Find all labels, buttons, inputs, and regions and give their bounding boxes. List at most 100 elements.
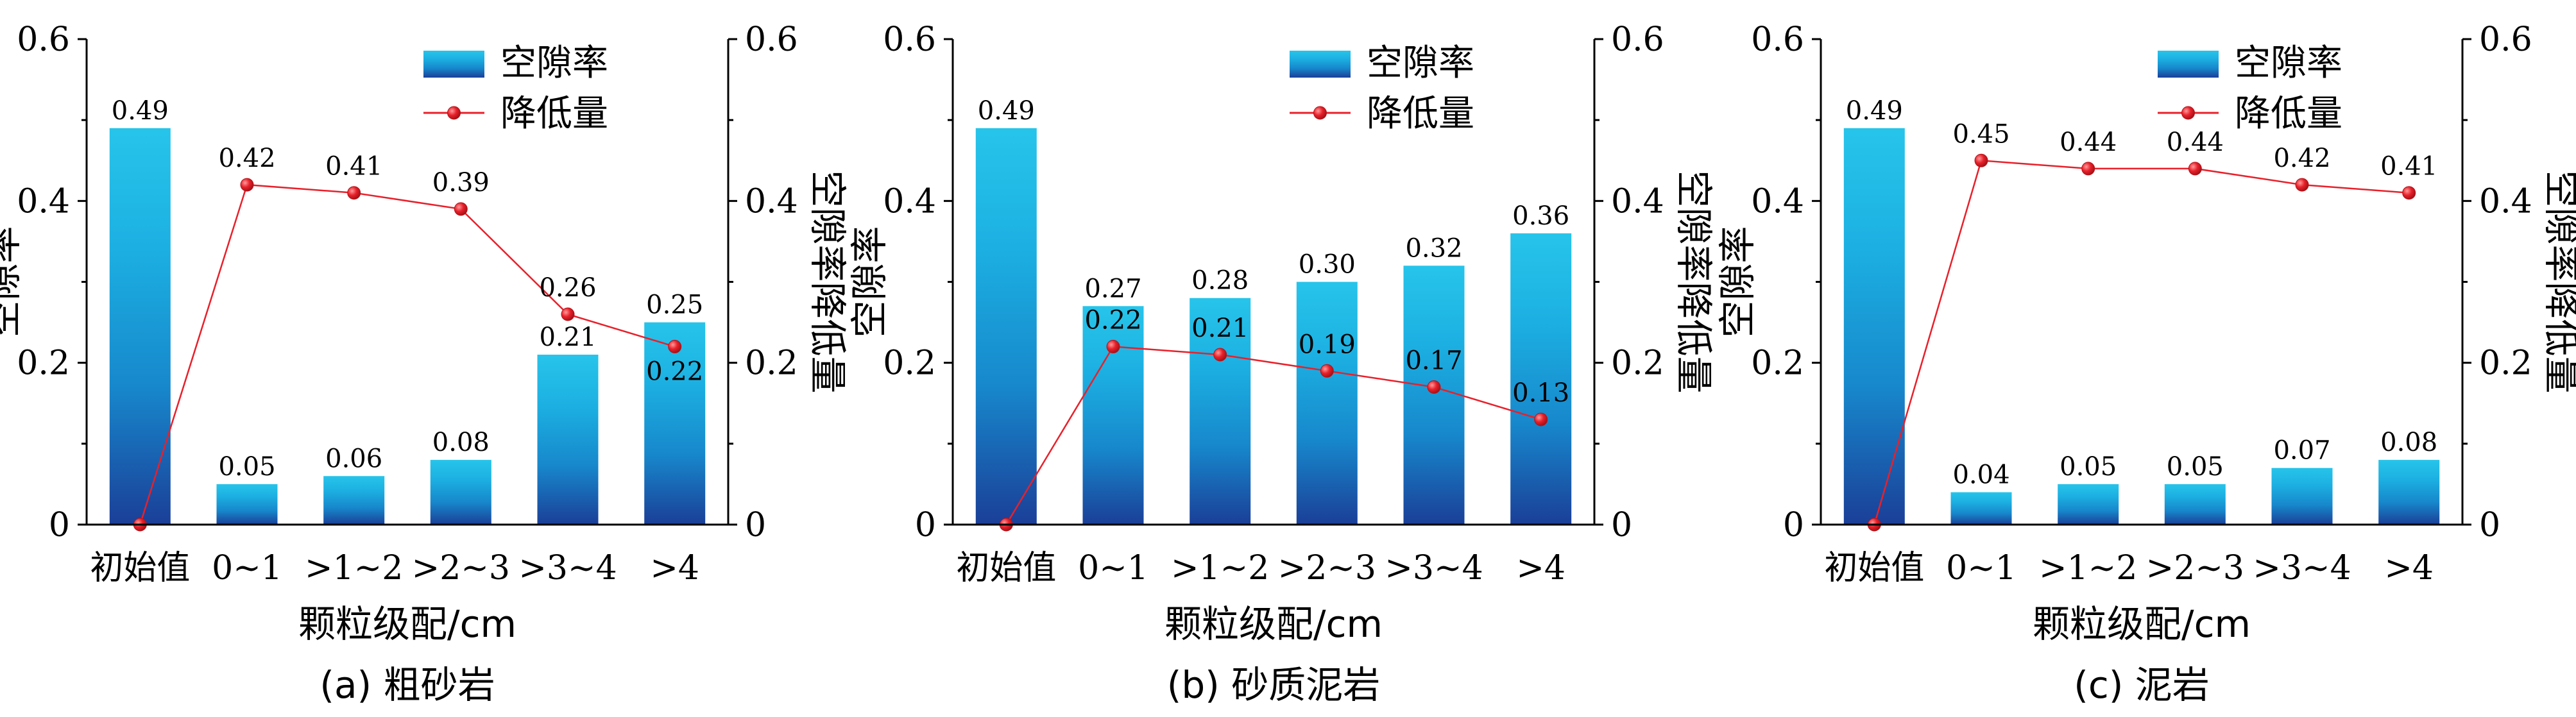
line-value-label: 0.44: [2167, 128, 2224, 157]
x-tick-label: 初始值: [90, 549, 190, 587]
legend-label-line: 降低量: [2235, 93, 2342, 135]
bar: [1082, 306, 1144, 525]
line-point: [240, 178, 254, 192]
y2-tick-label: 0.2: [2479, 344, 2532, 383]
bar: [2164, 484, 2226, 525]
line-value-label: 0.13: [1512, 378, 1569, 408]
x-tick-label: >1~2: [305, 549, 403, 587]
y2-tick-label: 0: [1611, 506, 1632, 544]
x-tick-label: >3~4: [1385, 549, 1483, 587]
line-point: [1427, 380, 1441, 394]
bar: [430, 460, 491, 525]
y2-tick-label: 0.4: [1611, 182, 1664, 221]
legend-dot-swatch: [2181, 106, 2195, 120]
line-series: [1873, 159, 2409, 525]
bar-value-label: 0.25: [646, 291, 703, 320]
bar-value-label: 0.32: [1405, 233, 1462, 263]
y2-tick-label: 0.2: [745, 344, 798, 383]
line-point: [1213, 348, 1227, 362]
line-value-label: 0.26: [539, 273, 596, 303]
line-value-label: 0.22: [1084, 305, 1141, 335]
line-point: [1974, 153, 1988, 167]
x-tick-label: >2~3: [412, 549, 510, 587]
legend-label-bar: 空隙率: [1367, 42, 1474, 84]
y-tick-label: 0.2: [883, 344, 936, 383]
bar-value-label: 0.04: [1952, 460, 2009, 490]
x-tick-label: >4: [1516, 549, 1565, 587]
bar: [323, 476, 385, 525]
bar-value-label: 0.49: [1846, 96, 1903, 126]
x-axis-title: 颗粒级配/cm: [2033, 602, 2251, 646]
line-series: [1005, 346, 1542, 525]
line-series: [139, 183, 676, 525]
chart-panel-3: 0 0 0.2 0.2 0.4 0.4 0.6 0.6 初始值 0~1 >1~2 >2~3 >3~4 >4…: [1716, 21, 2576, 707]
line-value-label: 0.45: [1952, 119, 2009, 149]
chart-panel-1: 0 0 0.2 0.2 0.4 0.4 0.6 0.6 初始值 0~1 >1~2 >2~3 >3~4 >4…: [0, 21, 849, 707]
bar: [109, 128, 171, 525]
bar: [216, 484, 278, 525]
line-point: [1534, 412, 1548, 426]
y-tick-label: 0.2: [17, 344, 70, 383]
panel-caption: (c) 泥岩: [2074, 663, 2210, 707]
y-tick-label: 0.6: [17, 21, 70, 59]
bar-value-label: 0.08: [432, 428, 490, 457]
x-tick-label: 0~1: [212, 549, 282, 587]
bar-value-label: 0.28: [1191, 266, 1249, 296]
legend-label-bar: 空隙率: [500, 42, 608, 84]
bar: [2058, 484, 2119, 525]
bar: [1296, 282, 1358, 525]
legend-dot-swatch: [447, 106, 461, 120]
x-tick-label: 0~1: [1946, 549, 2017, 587]
y2-tick-label: 0.2: [1611, 344, 1664, 383]
bar-value-label: 0.05: [218, 452, 275, 482]
bar: [2271, 468, 2333, 525]
y-tick-label: 0.6: [1751, 21, 1804, 59]
y-axis-title: 空隙率: [848, 226, 891, 337]
panel-caption: (a) 粗砂岩: [320, 663, 495, 707]
y-axis-title: 空隙率: [0, 226, 25, 337]
bar-value-label: 0.05: [2167, 452, 2224, 482]
x-tick-label: >3~4: [518, 549, 617, 587]
bar: [2378, 460, 2440, 525]
x-tick-label: >1~2: [1171, 549, 1269, 587]
bar-value-label: 0.36: [1512, 201, 1569, 231]
legend-bar-swatch: [1290, 51, 1351, 78]
y-tick-label: 0.4: [17, 182, 70, 221]
bar-value-label: 0.06: [325, 444, 382, 473]
bar-value-label: 0.08: [2380, 428, 2437, 457]
line-value-label: 0.39: [432, 168, 490, 198]
bar: [1403, 266, 1465, 525]
y-tick-label: 0.4: [1751, 182, 1804, 221]
y-axis-title: 空隙率: [1716, 226, 1759, 337]
bar: [644, 322, 706, 525]
x-tick-label: >1~2: [2039, 549, 2137, 587]
y2-tick-label: 0.4: [2479, 182, 2532, 221]
bar-value-label: 0.21: [539, 323, 596, 352]
x-tick-label: 初始值: [1824, 549, 1924, 587]
x-tick-label: >2~3: [1278, 549, 1376, 587]
line-value-label: 0.17: [1405, 346, 1462, 376]
y-tick-label: 0: [1783, 506, 1804, 544]
legend-bar-swatch: [2158, 51, 2219, 78]
bar: [1950, 492, 2012, 525]
line-value-label: 0.44: [2060, 128, 2117, 157]
y-tick-label: 0.2: [1751, 344, 1804, 383]
bar: [1190, 298, 1251, 525]
y2-tick-label: 0.4: [745, 182, 798, 221]
line-value-label: 0.19: [1299, 330, 1356, 359]
bar: [1843, 128, 1905, 525]
line-value-label: 0.41: [2380, 152, 2437, 181]
y-tick-label: 0: [915, 506, 936, 544]
legend-dot-swatch: [1313, 106, 1327, 120]
x-axis-title: 颗粒级配/cm: [298, 602, 516, 646]
x-tick-label: 0~1: [1078, 549, 1148, 587]
x-tick-label: 初始值: [956, 549, 1056, 587]
line-point: [1106, 339, 1120, 353]
x-tick-label: >4: [2384, 549, 2434, 587]
legend-label-line: 降低量: [500, 93, 608, 135]
line-point: [454, 202, 468, 216]
line-value-label: 0.41: [325, 152, 382, 181]
bar-value-label: 0.27: [1084, 274, 1141, 303]
y2-tick-label: 0: [2479, 506, 2500, 544]
